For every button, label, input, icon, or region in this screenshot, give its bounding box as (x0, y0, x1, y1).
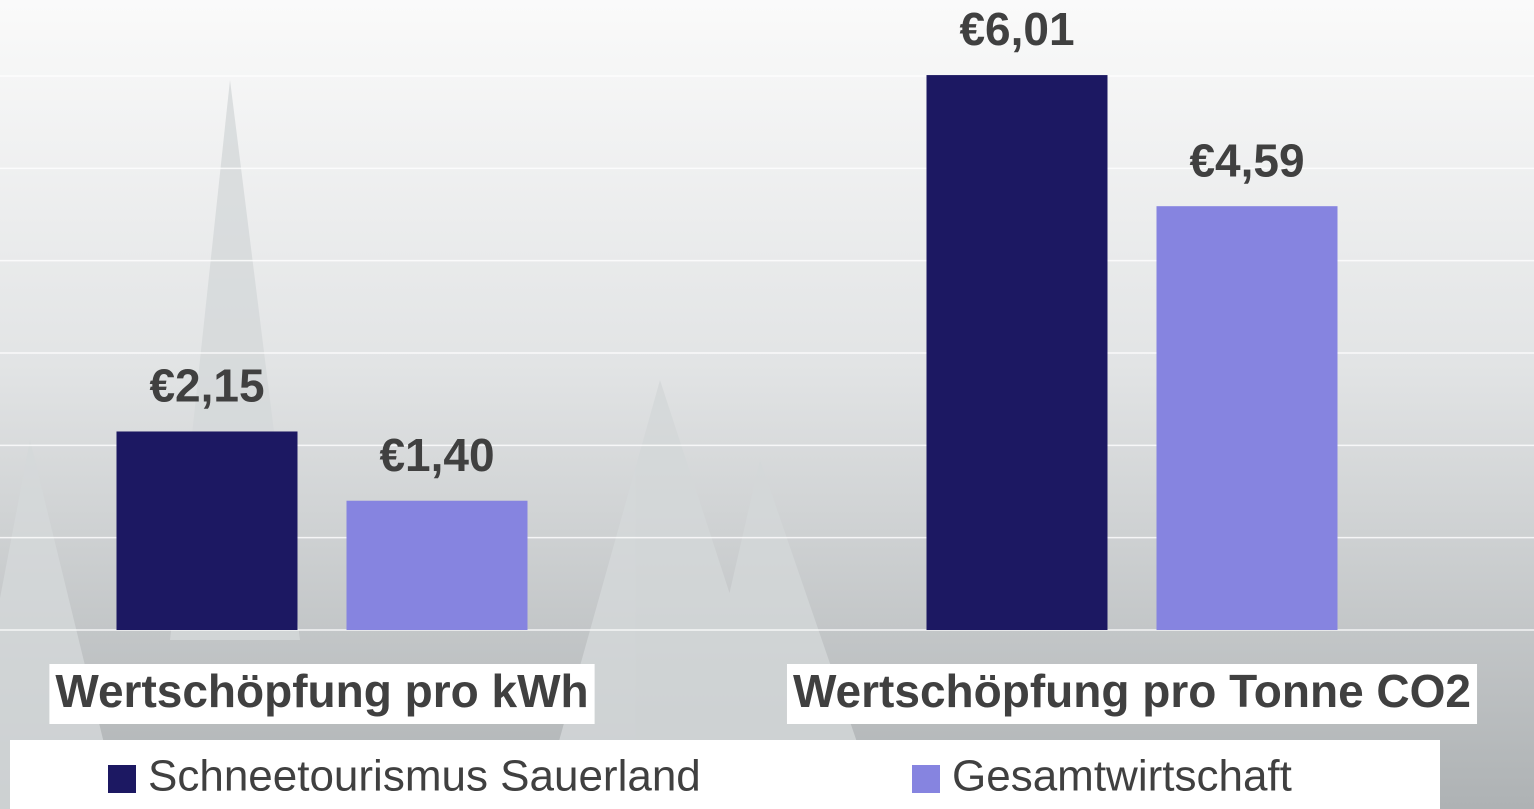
value-label: €4,59 (1189, 134, 1304, 186)
category-label-bg (49, 664, 595, 724)
value-label: €1,40 (379, 429, 494, 481)
category-label: Wertschöpfung pro Tonne CO2 (786, 664, 1478, 724)
value-label: €2,15 (149, 360, 264, 412)
legend-bg (10, 740, 1440, 809)
category-label: Wertschöpfung pro kWh (49, 664, 595, 724)
x-tick-label: Wertschöpfung pro kWh (55, 665, 588, 717)
bar (346, 500, 528, 630)
value-label: €6,01 (959, 3, 1074, 55)
bar (116, 431, 298, 630)
bar (926, 75, 1108, 631)
legend: Schneetourismus Sauerland Gesamtwirtschaf… (10, 740, 1440, 809)
legend-swatch (108, 765, 136, 793)
legend-label: Schneetourismus Sauerland (148, 752, 701, 801)
category-label-bg (786, 664, 1478, 724)
x-tick-label: Wertschöpfung pro Tonne CO2 (793, 665, 1471, 717)
legend-swatch (912, 765, 940, 793)
legend-label: Gesamtwirtschaft (952, 752, 1292, 801)
bar (1156, 206, 1338, 630)
